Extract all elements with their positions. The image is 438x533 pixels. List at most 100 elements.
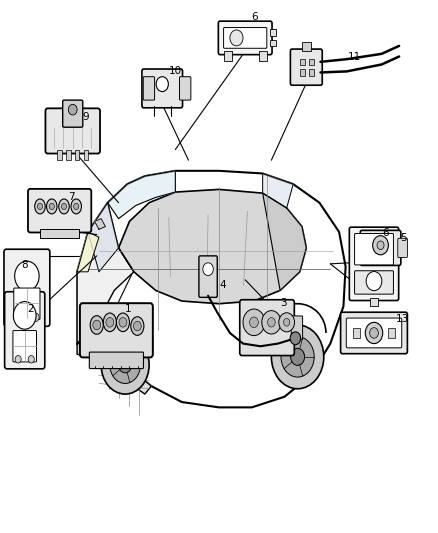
FancyBboxPatch shape — [398, 238, 407, 257]
Ellipse shape — [117, 313, 130, 332]
Bar — [57, 150, 62, 160]
Circle shape — [15, 356, 21, 363]
Text: 6: 6 — [383, 228, 389, 238]
Circle shape — [13, 302, 36, 329]
Bar — [224, 52, 232, 61]
Text: 5: 5 — [400, 233, 407, 243]
Circle shape — [14, 261, 39, 291]
Circle shape — [119, 357, 132, 373]
Bar — [300, 59, 305, 65]
FancyBboxPatch shape — [28, 189, 91, 232]
Bar — [300, 69, 305, 76]
FancyBboxPatch shape — [143, 77, 155, 100]
FancyBboxPatch shape — [360, 230, 401, 265]
Circle shape — [290, 332, 300, 345]
Circle shape — [28, 356, 34, 363]
FancyBboxPatch shape — [223, 28, 267, 49]
Polygon shape — [119, 189, 306, 304]
Text: 9: 9 — [83, 112, 89, 122]
Ellipse shape — [35, 199, 45, 214]
Circle shape — [262, 311, 281, 334]
Ellipse shape — [71, 199, 81, 214]
Circle shape — [272, 325, 324, 389]
Circle shape — [230, 30, 243, 46]
FancyBboxPatch shape — [180, 77, 191, 100]
Circle shape — [32, 313, 39, 321]
Polygon shape — [95, 219, 106, 229]
Text: 8: 8 — [21, 260, 28, 270]
Polygon shape — [263, 173, 293, 208]
FancyBboxPatch shape — [346, 318, 402, 348]
Circle shape — [37, 203, 42, 209]
Bar — [66, 150, 71, 160]
Text: 4: 4 — [219, 280, 226, 290]
FancyBboxPatch shape — [142, 69, 183, 108]
Circle shape — [106, 318, 114, 327]
Circle shape — [370, 328, 378, 338]
Circle shape — [365, 322, 383, 344]
Ellipse shape — [103, 313, 117, 332]
Circle shape — [110, 346, 141, 383]
FancyBboxPatch shape — [219, 21, 272, 55]
FancyBboxPatch shape — [4, 249, 50, 326]
FancyBboxPatch shape — [199, 256, 217, 297]
Bar — [259, 52, 267, 61]
Polygon shape — [108, 171, 175, 219]
Bar — [308, 59, 314, 65]
Text: 7: 7 — [68, 192, 75, 202]
Polygon shape — [263, 193, 306, 290]
Circle shape — [68, 104, 77, 115]
Bar — [84, 150, 88, 160]
Polygon shape — [77, 171, 346, 407]
FancyBboxPatch shape — [46, 108, 100, 154]
Polygon shape — [77, 344, 151, 394]
Text: 2: 2 — [27, 304, 34, 314]
Bar — [75, 150, 79, 160]
Circle shape — [366, 271, 382, 290]
Polygon shape — [77, 232, 99, 272]
Circle shape — [290, 349, 304, 366]
Ellipse shape — [131, 317, 144, 335]
Circle shape — [250, 317, 258, 328]
FancyBboxPatch shape — [240, 300, 294, 356]
FancyBboxPatch shape — [341, 312, 407, 354]
Bar — [308, 69, 314, 76]
Ellipse shape — [46, 199, 57, 214]
Bar — [353, 328, 360, 338]
FancyBboxPatch shape — [355, 271, 393, 294]
FancyBboxPatch shape — [14, 288, 40, 319]
FancyBboxPatch shape — [361, 238, 371, 257]
Circle shape — [101, 336, 149, 394]
FancyBboxPatch shape — [89, 352, 144, 368]
Circle shape — [279, 313, 294, 332]
Ellipse shape — [59, 199, 69, 214]
Bar — [270, 40, 276, 46]
Circle shape — [377, 241, 384, 249]
Ellipse shape — [90, 316, 103, 334]
Circle shape — [93, 320, 101, 330]
Text: 1: 1 — [125, 304, 132, 314]
Circle shape — [14, 313, 21, 321]
Circle shape — [203, 263, 213, 276]
Text: 13: 13 — [396, 314, 409, 324]
FancyBboxPatch shape — [350, 227, 399, 301]
Polygon shape — [88, 203, 119, 272]
Polygon shape — [77, 203, 134, 344]
FancyBboxPatch shape — [290, 49, 322, 85]
Text: 6: 6 — [252, 12, 258, 22]
FancyBboxPatch shape — [80, 303, 153, 358]
Circle shape — [156, 77, 168, 92]
Text: 3: 3 — [280, 298, 287, 309]
Text: 11: 11 — [348, 52, 361, 62]
Circle shape — [49, 203, 54, 209]
FancyBboxPatch shape — [63, 100, 83, 127]
Circle shape — [61, 203, 67, 209]
Bar — [302, 42, 311, 51]
Bar — [40, 229, 79, 238]
FancyBboxPatch shape — [291, 316, 303, 340]
Circle shape — [134, 321, 141, 331]
Circle shape — [119, 318, 127, 327]
Bar — [370, 298, 378, 306]
Bar — [270, 29, 276, 36]
Circle shape — [373, 236, 389, 255]
